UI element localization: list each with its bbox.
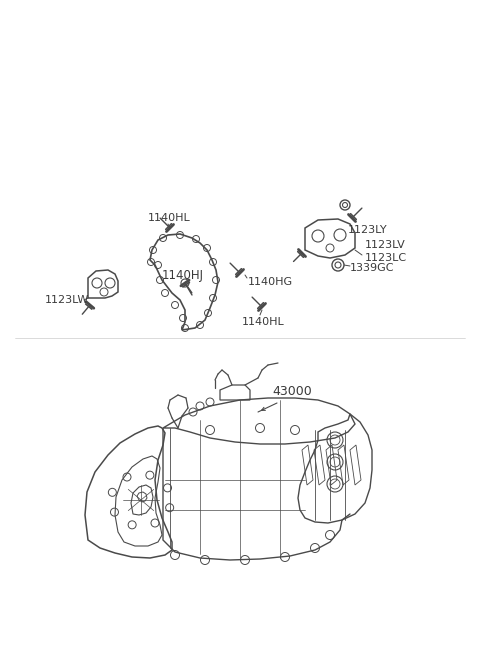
Text: 1123LW: 1123LW <box>45 295 89 305</box>
Text: 1123LY: 1123LY <box>348 225 388 235</box>
Text: 1140HL: 1140HL <box>242 317 285 327</box>
Text: 43000: 43000 <box>272 385 312 398</box>
Text: 1123LC: 1123LC <box>365 253 407 263</box>
Text: 1123LV: 1123LV <box>365 240 406 250</box>
Text: 1339GC: 1339GC <box>350 263 395 273</box>
Text: 1140HL: 1140HL <box>148 213 191 223</box>
Text: 1140HJ: 1140HJ <box>162 269 204 282</box>
Text: 1140HG: 1140HG <box>248 277 293 287</box>
